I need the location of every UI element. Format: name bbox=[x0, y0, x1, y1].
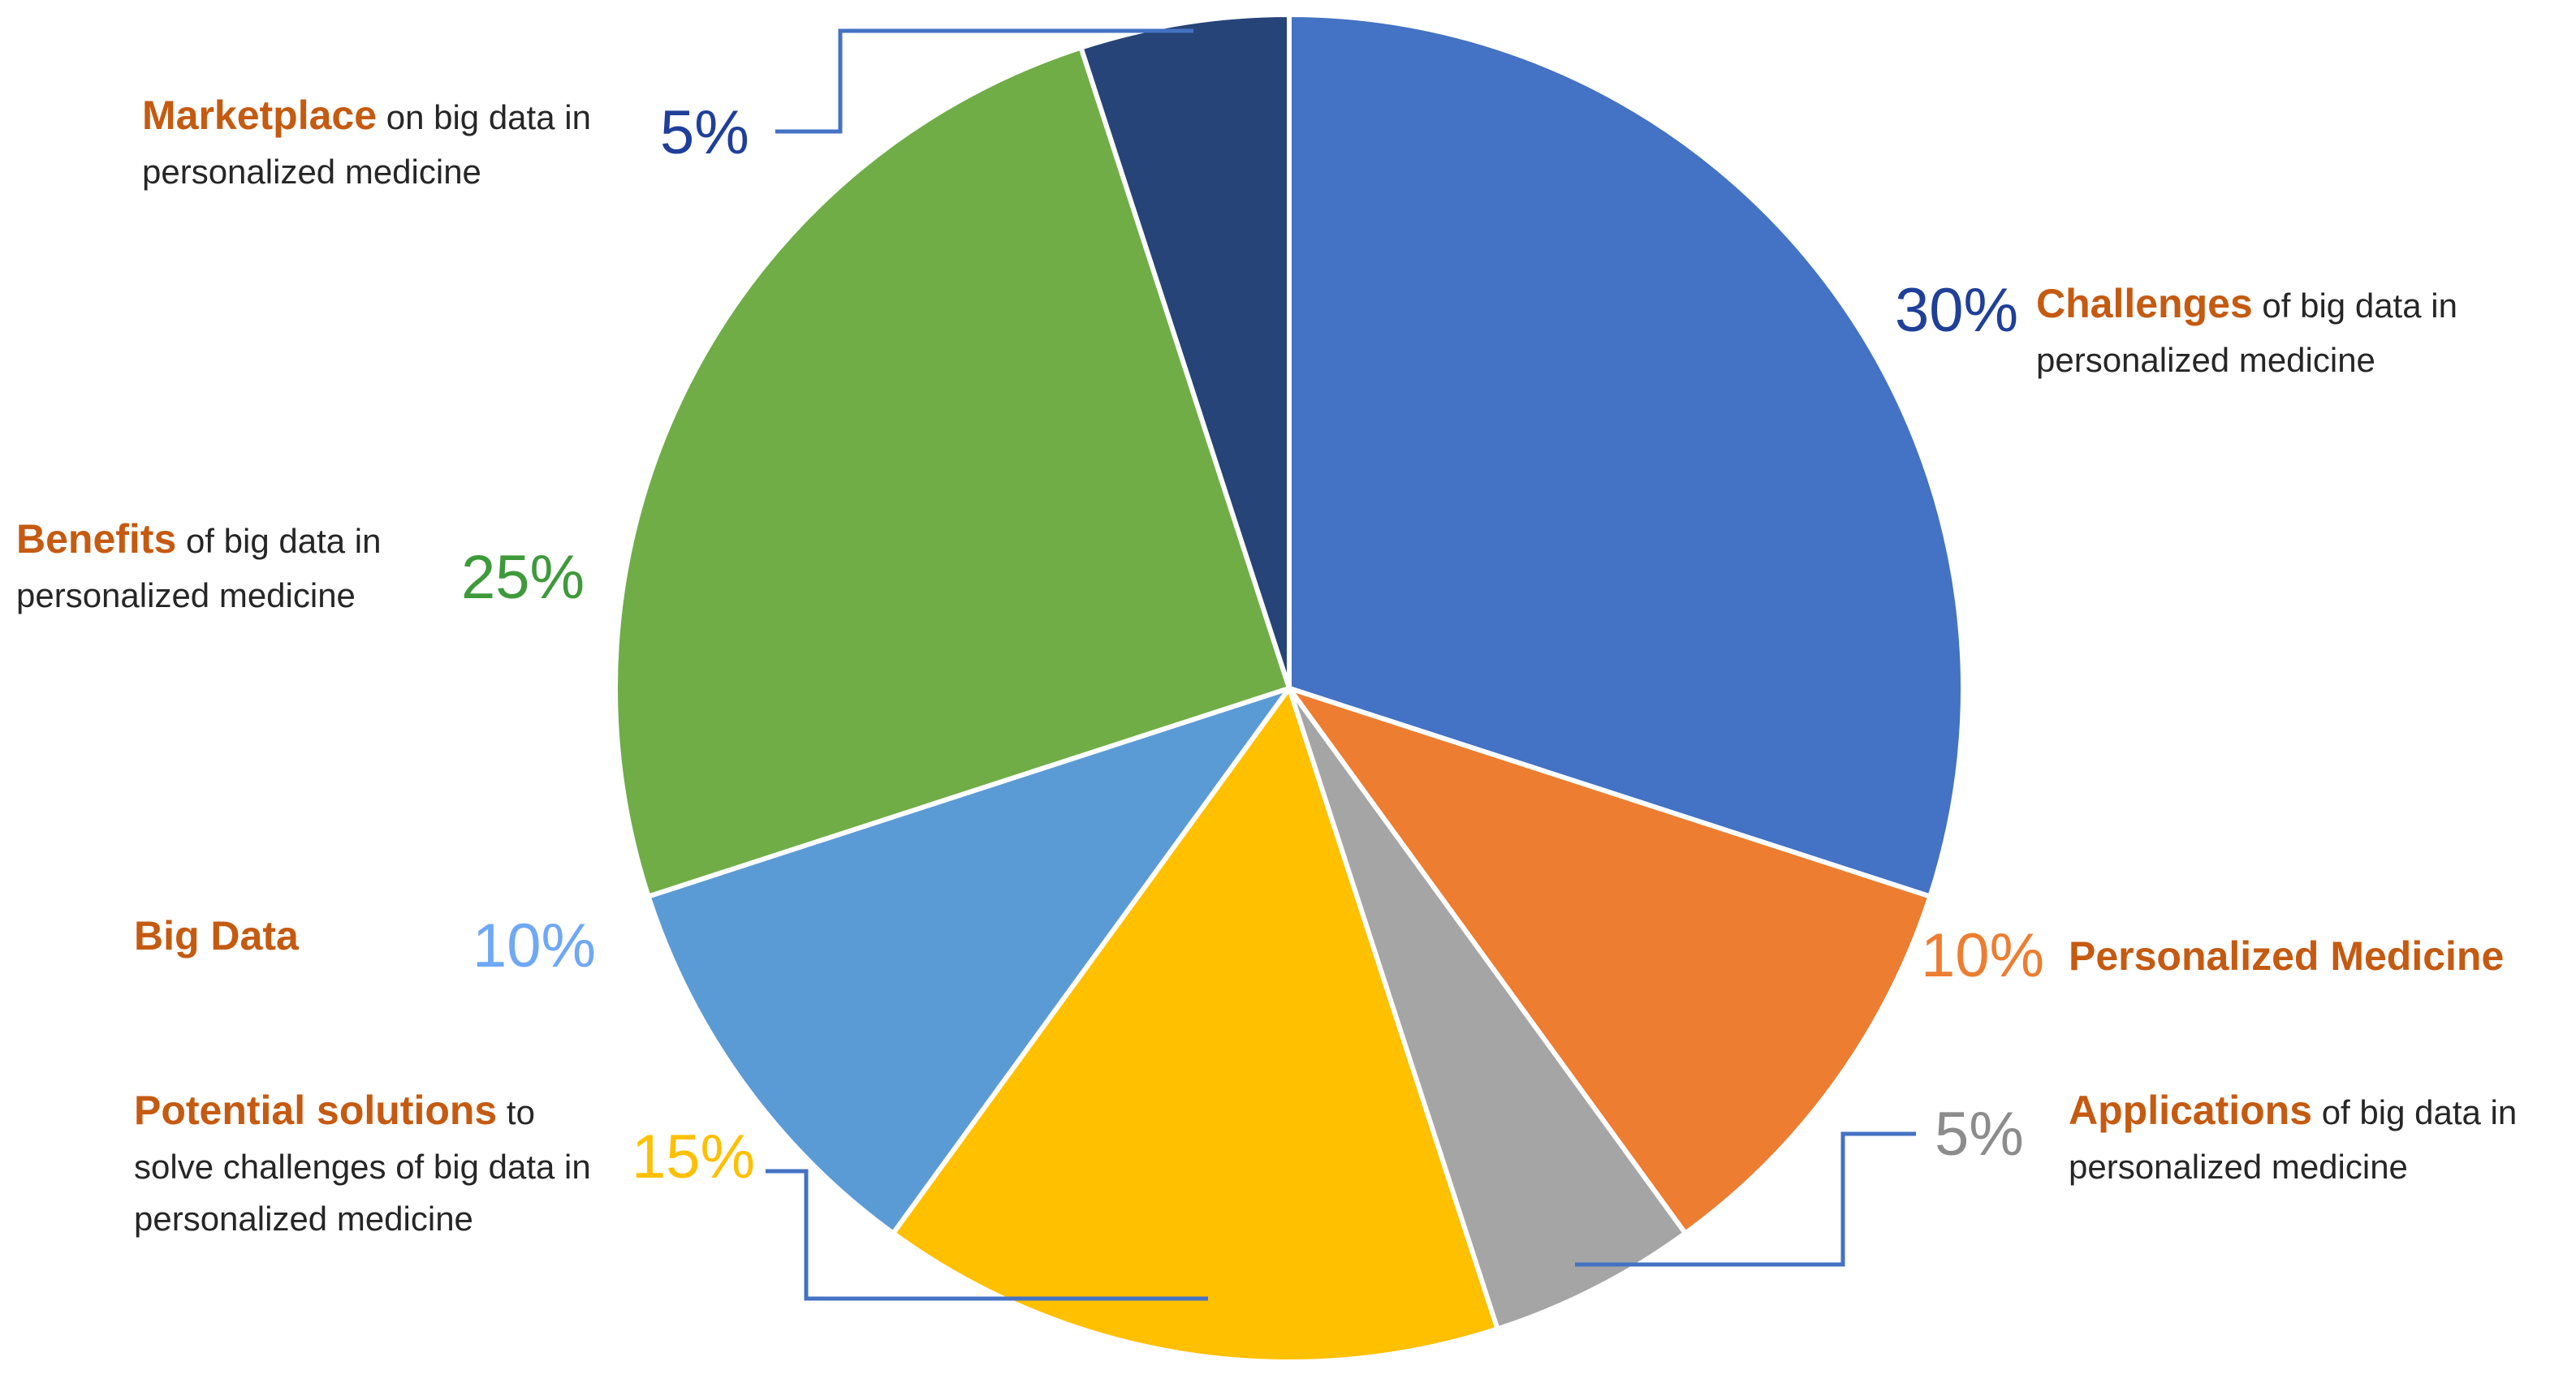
label-applications: Applications of big data in personalized… bbox=[2069, 1079, 2548, 1193]
value-label-marketplace: 5% bbox=[660, 98, 749, 167]
label-personalized-medicine-name: Personalized Medicine bbox=[2069, 933, 2505, 979]
value-label-benefits: 25% bbox=[461, 543, 585, 612]
label-benefits-name: Benefits bbox=[16, 516, 177, 562]
label-marketplace-name: Marketplace bbox=[142, 93, 378, 138]
label-potential-solutions-rest: to solve challenges of big data in perso… bbox=[134, 1093, 591, 1238]
pie-slices bbox=[612, 12, 1966, 1364]
label-benefits: Benefits of big data in personalized med… bbox=[16, 508, 455, 622]
pie-slice-big-data bbox=[645, 686, 1292, 1236]
label-potential-solutions-name: Potential solutions bbox=[134, 1088, 498, 1133]
pie-slice-personalized-medicine bbox=[1287, 686, 1933, 1236]
pie-slice-benefits bbox=[612, 45, 1292, 899]
label-marketplace-rest: on big data in personalized medicine bbox=[142, 98, 591, 191]
value-label-personalized-medicine: 10% bbox=[1921, 921, 2045, 990]
pie-slice-challenges bbox=[1287, 12, 1966, 899]
label-applications-rest: of big data in personalized medicine bbox=[2069, 1093, 2518, 1186]
leader-line-potential-solutions bbox=[766, 1169, 1208, 1301]
leader-lines bbox=[766, 28, 1916, 1301]
value-label-big-data: 10% bbox=[472, 911, 597, 980]
label-benefits-rest: of big data in personalized medicine bbox=[16, 522, 382, 614]
leader-line-applications bbox=[1575, 1131, 1916, 1267]
label-applications-name: Applications bbox=[2069, 1088, 2313, 1133]
label-challenges-rest: of big data in personalized medicine bbox=[2036, 287, 2457, 379]
label-marketplace: Marketplace on big data in personalized … bbox=[142, 84, 645, 198]
value-label-potential-solutions: 15% bbox=[632, 1122, 756, 1191]
label-personalized-medicine: Personalized Medicine bbox=[2069, 925, 2572, 987]
label-big-data: Big Data bbox=[134, 905, 459, 967]
pie-slice-marketplace bbox=[1078, 12, 1292, 691]
label-challenges-name: Challenges bbox=[2036, 281, 2253, 326]
pie-slice-potential-solutions bbox=[891, 686, 1500, 1364]
label-challenges: Challenges of big data in personalized m… bbox=[2036, 273, 2523, 386]
value-label-applications: 5% bbox=[1935, 1100, 2024, 1169]
leader-line-marketplace bbox=[775, 28, 1193, 134]
pie-slice-applications bbox=[1287, 686, 1688, 1332]
value-label-challenges: 30% bbox=[1895, 276, 2019, 345]
label-potential-solutions: Potential solutions to solve challenges … bbox=[134, 1079, 613, 1245]
label-big-data-name: Big Data bbox=[134, 913, 299, 959]
